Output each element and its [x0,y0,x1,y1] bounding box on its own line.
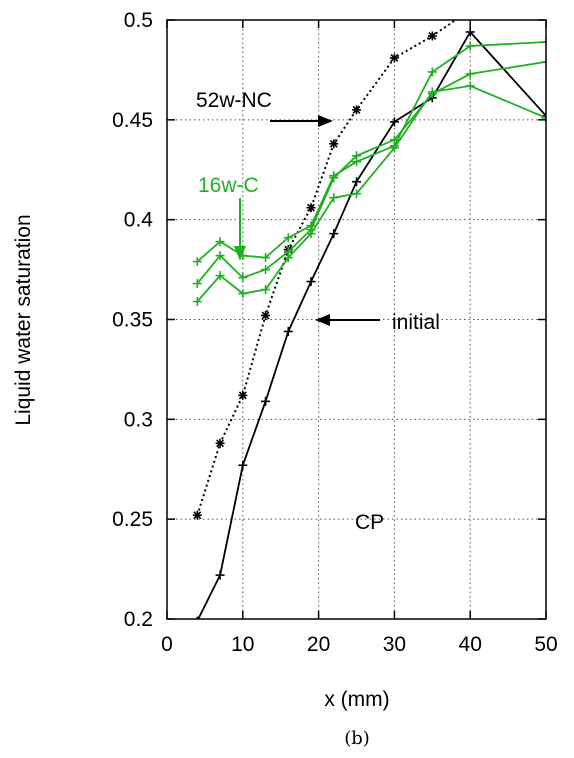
data-point [192,279,202,289]
x-tick-label: 10 [231,633,254,656]
data-point [215,251,225,261]
data-point [192,257,202,267]
annotation-cp: CP [355,511,384,534]
data-point [329,193,339,203]
data-point [541,113,546,123]
y-tick-label: 0.3 [124,408,153,431]
data-point [352,151,361,161]
data-point [283,253,293,263]
series-line [196,20,458,516]
y-tick-label: 0.5 [124,9,153,32]
x-tick-label: 40 [459,633,482,656]
series-4 [192,81,546,307]
data-point [389,117,399,127]
arrow-16w-c [234,198,246,261]
data-point [261,311,271,321]
data-point [427,31,437,41]
y-axis-title: Liquid water saturation [12,214,35,425]
y-tick-label: 0.2 [124,608,153,631]
data-point [238,460,248,470]
data-point [196,616,199,619]
x-tick-label: 30 [383,633,406,656]
data-point [466,6,475,15]
annotation-52w-nc: 52w-NC [196,89,272,112]
annotation-16w-c: 16w-C [198,174,259,197]
annotation-initial: initial [392,311,440,334]
series-0 [196,27,546,619]
data-point [427,87,437,97]
series-line [197,30,546,619]
data-point [283,233,293,243]
data-point [215,438,225,448]
data-point [352,105,361,115]
figure-caption: (b) [344,728,370,749]
data-point [192,510,202,520]
data-point [541,37,546,47]
data-point [215,271,225,281]
y-tick-label: 0.4 [124,209,154,232]
series-group [192,6,546,619]
data-point [541,57,546,67]
data-point [238,273,248,283]
series-1 [192,6,475,520]
data-point [261,265,271,275]
data-point [465,27,475,37]
data-point [306,277,316,287]
data-point [427,67,437,77]
y-tick-label: 0.35 [112,309,153,332]
data-point [283,326,293,336]
series-2 [192,37,546,267]
arrow-52w-nc [270,115,333,127]
data-point [215,237,225,247]
data-point [352,177,361,187]
y-tick-label: 0.45 [112,109,153,132]
series-line [196,41,546,263]
data-point [352,189,361,199]
data-point [329,229,339,239]
data-point [329,173,339,183]
data-point [389,143,399,153]
data-point [192,297,202,307]
data-point [306,229,316,239]
series-line [196,84,546,303]
data-point [329,139,339,149]
data-point [238,289,248,299]
x-tick-label: 0 [161,633,173,656]
data-point [306,203,316,213]
data-point [465,69,475,79]
x-tick-label: 50 [534,633,557,656]
data-point [261,396,271,406]
data-point [465,81,475,91]
data-point [215,570,225,580]
data-point [389,53,399,63]
arrow-initial [315,314,380,326]
data-point [238,390,248,400]
x-axis-title: x (mm) [324,688,389,711]
data-point [465,41,475,51]
y-tick-label: 0.25 [112,508,153,531]
data-point [389,135,399,145]
x-tick-label: 20 [307,633,330,656]
data-point [261,285,271,295]
data-point [261,253,271,263]
axis-ticks: 0 10 20 30 40 50 0.2 0.25 0.3 0.35 0.4 0.45 0.5 [112,9,558,656]
